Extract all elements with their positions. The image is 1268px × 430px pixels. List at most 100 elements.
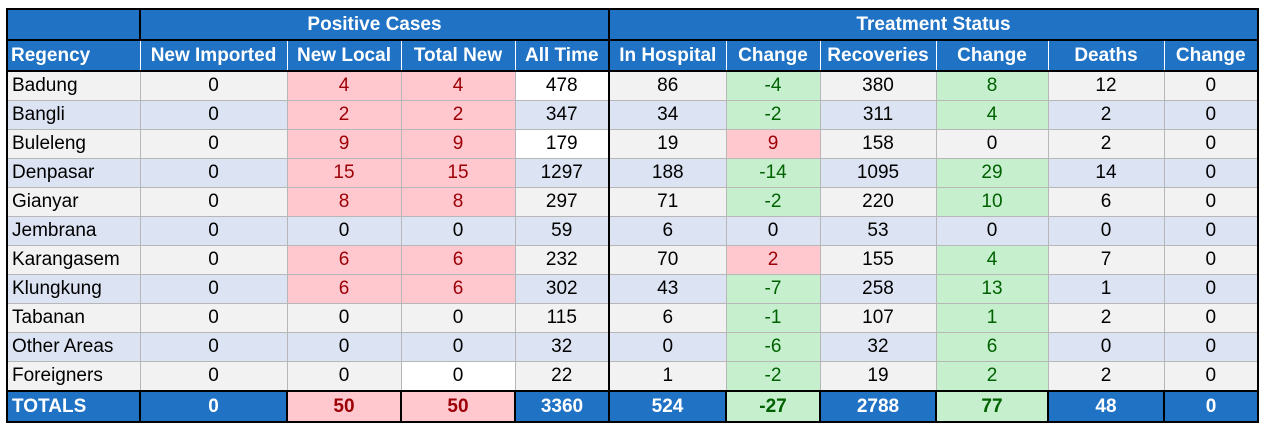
cell-new-imported[interactable]: 0	[139, 100, 288, 130]
cell-new-local[interactable]: 0	[286, 216, 402, 246]
cell-hospital-change[interactable]: -14	[725, 158, 821, 188]
region-name-cell[interactable]: Klungkung	[6, 274, 141, 304]
column-header-hospital-change[interactable]: Change	[725, 39, 821, 72]
cell-recoveries[interactable]: 158	[819, 129, 937, 159]
cell-all-time[interactable]: 347	[514, 100, 610, 130]
cell-new-imported[interactable]: 0	[139, 70, 288, 101]
column-header-all-time[interactable]: All Time	[514, 39, 610, 72]
cell-all-time[interactable]: 59	[514, 216, 610, 246]
cell-in-hospital[interactable]: 1	[608, 361, 727, 392]
cell-recoveries-change[interactable]: 13	[935, 274, 1049, 304]
column-header-recoveries[interactable]: Recoveries	[819, 39, 937, 72]
cell-deaths[interactable]: 1	[1047, 274, 1165, 304]
cell-new-imported[interactable]: 0	[139, 129, 288, 159]
cell-deaths-change[interactable]: 0	[1163, 216, 1259, 246]
cell-deaths-change[interactable]: 0	[1163, 303, 1259, 333]
column-header-new-local[interactable]: New Local	[286, 39, 402, 72]
cell-hospital-change[interactable]: -2	[725, 187, 821, 217]
cell-all-time[interactable]: 297	[514, 187, 610, 217]
cell-new-local[interactable]: 0	[286, 303, 402, 333]
cell-recoveries-change[interactable]: 4	[935, 245, 1049, 275]
cell-recoveries-change[interactable]: 29	[935, 158, 1049, 188]
cell-total-new[interactable]: 0	[400, 332, 516, 362]
totals-label[interactable]: TOTALS	[6, 390, 141, 423]
cell-total-new[interactable]: 2	[400, 100, 516, 130]
cell-total-new[interactable]: 0	[400, 361, 516, 392]
total-new-local[interactable]: 50	[286, 390, 402, 423]
cell-recoveries[interactable]: 311	[819, 100, 937, 130]
cell-hospital-change[interactable]: -1	[725, 303, 821, 333]
cell-recoveries[interactable]: 1095	[819, 158, 937, 188]
total-new-imported[interactable]: 0	[139, 390, 288, 423]
cell-recoveries[interactable]: 258	[819, 274, 937, 304]
cell-hospital-change[interactable]: -6	[725, 332, 821, 362]
cell-total-new[interactable]: 15	[400, 158, 516, 188]
cell-all-time[interactable]: 302	[514, 274, 610, 304]
cell-total-new[interactable]: 6	[400, 245, 516, 275]
cell-deaths[interactable]: 0	[1047, 332, 1165, 362]
column-header-deaths[interactable]: Deaths	[1047, 39, 1165, 72]
cell-deaths-change[interactable]: 0	[1163, 158, 1259, 188]
region-name-cell[interactable]: Karangasem	[6, 245, 141, 275]
cell-hospital-change[interactable]: 0	[725, 216, 821, 246]
blank-header-cell[interactable]	[6, 8, 141, 41]
cell-total-new[interactable]: 0	[400, 303, 516, 333]
cell-new-imported[interactable]: 0	[139, 274, 288, 304]
cell-deaths-change[interactable]: 0	[1163, 332, 1259, 362]
cell-new-local[interactable]: 4	[286, 70, 402, 101]
cell-deaths[interactable]: 7	[1047, 245, 1165, 275]
region-name-cell[interactable]: Foreigners	[6, 361, 141, 392]
cell-total-new[interactable]: 0	[400, 216, 516, 246]
cell-recoveries-change[interactable]: 2	[935, 361, 1049, 392]
region-name-cell[interactable]: Buleleng	[6, 129, 141, 159]
cell-deaths[interactable]: 12	[1047, 70, 1165, 101]
column-header-total-new[interactable]: Total New	[400, 39, 516, 72]
cell-recoveries[interactable]: 53	[819, 216, 937, 246]
column-header-in-hospital[interactable]: In Hospital	[608, 39, 727, 72]
total-all-time[interactable]: 3360	[514, 390, 610, 423]
total-hospital-change[interactable]: -27	[725, 390, 821, 423]
treatment-status-header[interactable]: Treatment Status	[608, 8, 1259, 41]
cell-total-new[interactable]: 4	[400, 70, 516, 101]
region-name-cell[interactable]: Badung	[6, 70, 141, 101]
cell-new-imported[interactable]: 0	[139, 303, 288, 333]
total-recoveries-change[interactable]: 77	[935, 390, 1049, 423]
region-name-cell[interactable]: Other Areas	[6, 332, 141, 362]
cell-recoveries-change[interactable]: 6	[935, 332, 1049, 362]
cell-deaths-change[interactable]: 0	[1163, 361, 1259, 392]
cell-deaths[interactable]: 2	[1047, 129, 1165, 159]
cell-recoveries[interactable]: 380	[819, 70, 937, 101]
cell-new-local[interactable]: 0	[286, 332, 402, 362]
cell-recoveries[interactable]: 155	[819, 245, 937, 275]
cell-new-imported[interactable]: 0	[139, 158, 288, 188]
region-name-cell[interactable]: Jembrana	[6, 216, 141, 246]
cell-all-time[interactable]: 179	[514, 129, 610, 159]
cell-new-local[interactable]: 15	[286, 158, 402, 188]
cell-recoveries[interactable]: 220	[819, 187, 937, 217]
column-header-deaths-change[interactable]: Change	[1163, 39, 1259, 72]
cell-deaths[interactable]: 14	[1047, 158, 1165, 188]
cell-all-time[interactable]: 32	[514, 332, 610, 362]
cell-recoveries-change[interactable]: 1	[935, 303, 1049, 333]
cell-hospital-change[interactable]: -4	[725, 70, 821, 101]
cell-recoveries-change[interactable]: 0	[935, 216, 1049, 246]
total-in-hospital[interactable]: 524	[608, 390, 727, 423]
cell-new-imported[interactable]: 0	[139, 245, 288, 275]
cell-in-hospital[interactable]: 188	[608, 158, 727, 188]
cell-recoveries[interactable]: 107	[819, 303, 937, 333]
cell-total-new[interactable]: 9	[400, 129, 516, 159]
cell-in-hospital[interactable]: 43	[608, 274, 727, 304]
cell-all-time[interactable]: 22	[514, 361, 610, 392]
cell-recoveries-change[interactable]: 8	[935, 70, 1049, 101]
cell-recoveries-change[interactable]: 4	[935, 100, 1049, 130]
cell-in-hospital[interactable]: 6	[608, 216, 727, 246]
cell-deaths-change[interactable]: 0	[1163, 245, 1259, 275]
region-name-cell[interactable]: Tabanan	[6, 303, 141, 333]
cell-all-time[interactable]: 232	[514, 245, 610, 275]
cell-in-hospital[interactable]: 86	[608, 70, 727, 101]
cell-deaths-change[interactable]: 0	[1163, 187, 1259, 217]
cell-recoveries-change[interactable]: 10	[935, 187, 1049, 217]
cell-hospital-change[interactable]: 9	[725, 129, 821, 159]
cell-total-new[interactable]: 6	[400, 274, 516, 304]
cell-new-imported[interactable]: 0	[139, 332, 288, 362]
